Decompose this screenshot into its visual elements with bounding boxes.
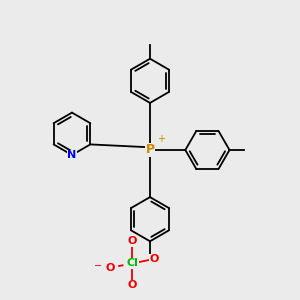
Text: P: P — [146, 143, 154, 157]
Text: O: O — [150, 254, 159, 264]
Text: O: O — [128, 236, 137, 246]
Text: +: + — [157, 134, 165, 144]
Text: Cl: Cl — [126, 258, 138, 268]
Text: O: O — [106, 263, 115, 273]
Text: −: − — [94, 261, 103, 271]
Text: O: O — [128, 280, 137, 290]
Text: N: N — [67, 150, 76, 160]
